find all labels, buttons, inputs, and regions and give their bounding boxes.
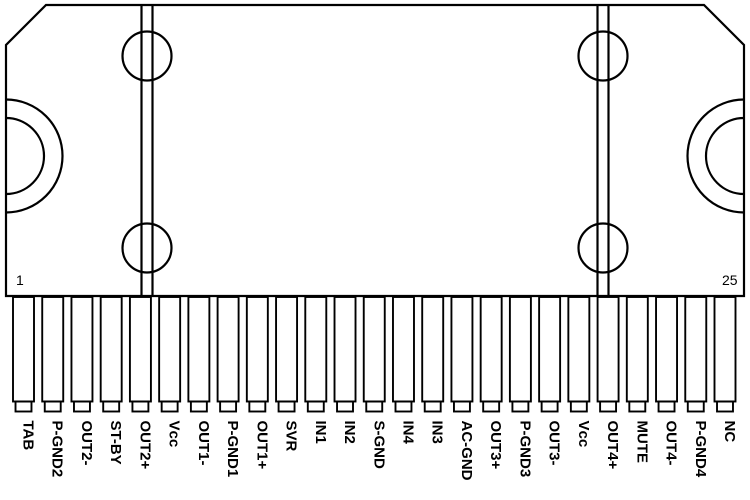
svg-text:IN3: IN3 xyxy=(429,421,446,444)
svg-text:S-GND: S-GND xyxy=(370,421,387,470)
svg-text:P-GND1: P-GND1 xyxy=(224,421,241,478)
svg-text:TAB: TAB xyxy=(20,421,37,451)
svg-text:MUTE: MUTE xyxy=(633,421,650,464)
svg-text:IN2: IN2 xyxy=(341,421,358,444)
svg-text:ST-BY: ST-BY xyxy=(107,421,124,465)
svg-text:OUT2+: OUT2+ xyxy=(136,421,153,470)
svg-text:P-GND3: P-GND3 xyxy=(516,421,533,478)
svg-text:AC-GND: AC-GND xyxy=(458,421,475,481)
svg-text:IN1: IN1 xyxy=(312,421,329,444)
svg-text:OUT3-: OUT3- xyxy=(546,421,563,466)
svg-text:Vcc: Vcc xyxy=(575,421,592,448)
svg-text:OUT1+: OUT1+ xyxy=(253,421,270,470)
svg-text:OUT3+: OUT3+ xyxy=(487,421,504,470)
svg-text:25: 25 xyxy=(722,272,738,288)
svg-text:P-GND4: P-GND4 xyxy=(692,421,709,478)
svg-text:Vcc: Vcc xyxy=(166,421,183,448)
svg-text:IN4: IN4 xyxy=(399,421,416,445)
svg-text:OUT4-: OUT4- xyxy=(663,421,680,466)
svg-text:OUT2-: OUT2- xyxy=(78,421,95,466)
svg-text:NC: NC xyxy=(721,421,738,443)
svg-text:OUT4+: OUT4+ xyxy=(604,421,621,470)
svg-text:SVR: SVR xyxy=(283,421,300,452)
svg-text:OUT1-: OUT1- xyxy=(195,421,212,466)
svg-text:1: 1 xyxy=(16,272,24,288)
svg-text:P-GND2: P-GND2 xyxy=(49,421,66,478)
